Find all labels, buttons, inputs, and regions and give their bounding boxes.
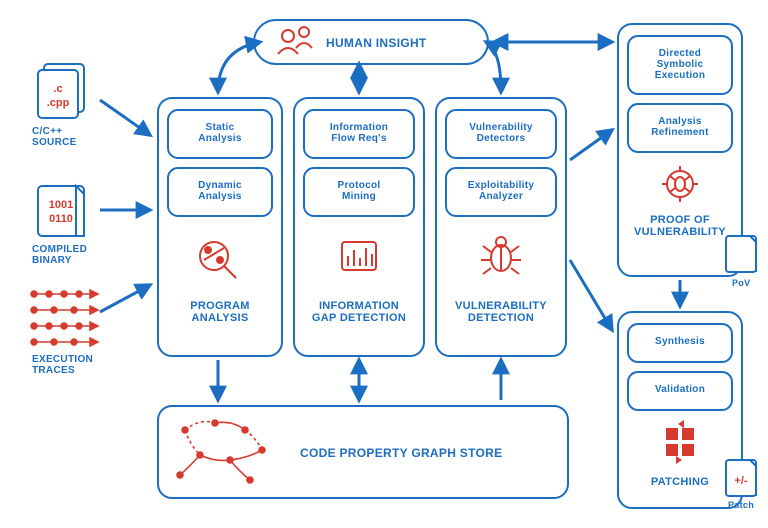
cpg-label: CODE PROPERTY GRAPH STORE: [300, 446, 502, 460]
input-source-label: C/C++ SOURCE: [32, 126, 77, 148]
input-traces-label: EXECUTION TRACES: [32, 354, 93, 376]
input-source: .c .cpp: [38, 64, 84, 118]
col2-title: INFORMATION GAP DETECTION: [304, 300, 414, 324]
box-protocol-mining: Protocol Mining: [312, 180, 406, 202]
box-info-flow: Information Flow Req's: [312, 122, 406, 144]
col3-title: VULNERABILITY DETECTION: [446, 300, 556, 324]
box-validation: Validation: [636, 384, 724, 395]
box-vuln-detectors: Vulnerability Detectors: [454, 122, 548, 144]
input-traces: [31, 290, 98, 346]
patching-title: PATCHING: [628, 476, 732, 488]
box-synthesis: Synthesis: [636, 336, 724, 347]
svg-text:.cpp: .cpp: [47, 97, 70, 109]
patch-doc-label: Patch: [728, 500, 754, 510]
input-binary-label: COMPILED BINARY: [32, 244, 87, 266]
pov-doc-label: PoV: [732, 278, 750, 288]
box-analysis-refinement: Analysis Refinement: [636, 116, 724, 138]
box-static-analysis: Static Analysis: [182, 122, 258, 144]
human-insight-label: HUMAN INSIGHT: [326, 36, 427, 50]
svg-text:+/-: +/-: [734, 475, 747, 487]
input-binary: 1001 0110: [38, 186, 84, 236]
svg-text:.c: .c: [53, 83, 62, 95]
box-dse: Directed Symbolic Execution: [636, 48, 724, 81]
svg-text:0110: 0110: [49, 213, 73, 225]
box-dynamic-analysis: Dynamic Analysis: [182, 180, 258, 202]
svg-text:1001: 1001: [49, 199, 73, 211]
pov-title: PROOF OF VULNERABILITY: [628, 214, 732, 238]
col1-title: PROGRAM ANALYSIS: [168, 300, 272, 324]
box-exploit-analyzer: Exploitability Analyzer: [454, 180, 548, 202]
